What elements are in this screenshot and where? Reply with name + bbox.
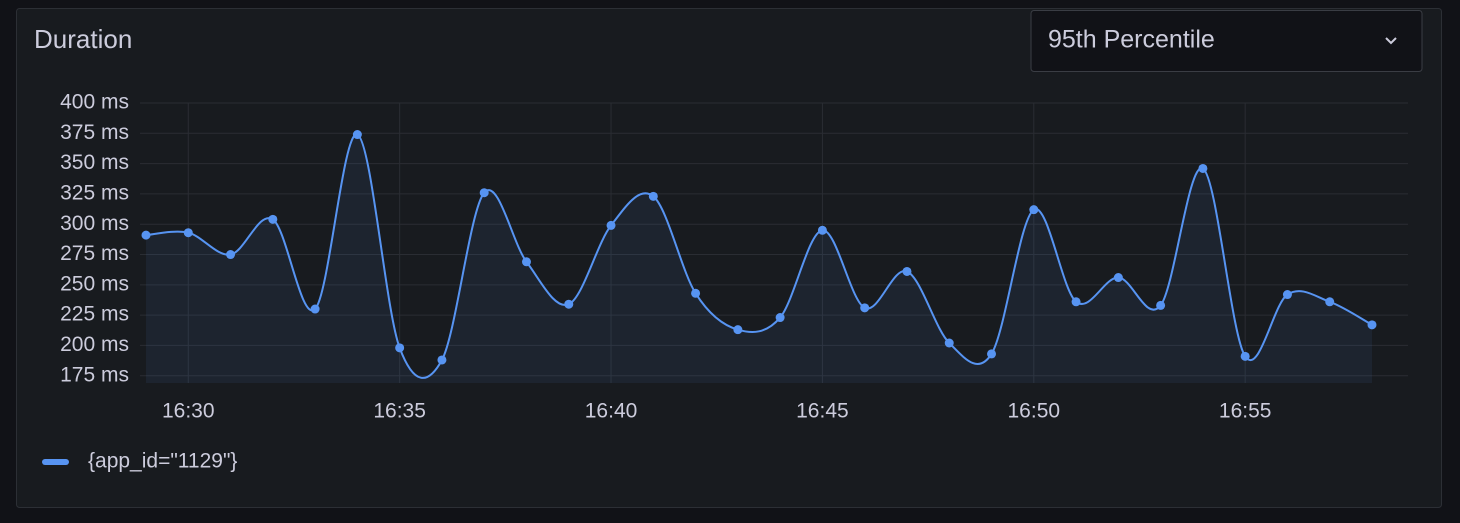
data-point: [268, 214, 278, 224]
y-tick-label: 400 ms: [60, 91, 129, 114]
x-tick-label: 16:40: [585, 400, 638, 423]
data-point: [479, 188, 489, 198]
y-tick-label: 325 ms: [60, 181, 129, 204]
panel-title: Duration: [34, 24, 132, 54]
data-point: [1156, 300, 1166, 310]
data-point: [775, 313, 785, 323]
area-fill: [146, 134, 1372, 383]
y-tick-label: 300 ms: [60, 212, 129, 235]
data-point: [437, 355, 447, 365]
y-tick-label: 250 ms: [60, 272, 129, 295]
legend-swatch: [42, 459, 69, 465]
data-point: [183, 228, 193, 238]
data-point: [902, 266, 912, 276]
y-tick-label: 375 ms: [60, 121, 129, 144]
y-tick-label: 200 ms: [60, 333, 129, 356]
data-point: [648, 191, 658, 201]
data-point: [1282, 290, 1292, 300]
data-point: [987, 349, 997, 359]
data-point: [1029, 205, 1039, 215]
x-tick-label: 16:35: [373, 400, 426, 423]
data-point: [1367, 320, 1377, 330]
data-point: [733, 325, 743, 335]
x-tick-label: 16:30: [162, 400, 215, 423]
data-point: [1071, 297, 1081, 307]
data-point: [310, 304, 320, 314]
data-point: [1325, 297, 1335, 307]
data-point: [226, 250, 236, 260]
dropdown[interactable]: 95th Percentile: [1030, 10, 1423, 72]
x-tick-label: 16:45: [796, 400, 849, 423]
data-point: [564, 299, 574, 309]
data-point: [395, 343, 405, 353]
dropdown-box[interactable]: [1030, 10, 1423, 72]
data-point: [860, 303, 870, 313]
x-tick-label: 16:50: [1008, 400, 1061, 423]
y-tick-label: 275 ms: [60, 242, 129, 265]
data-point: [691, 288, 701, 298]
y-tick-label: 175 ms: [60, 363, 129, 386]
data-point: [141, 230, 151, 240]
data-point: [817, 225, 827, 235]
data-point: [1240, 351, 1250, 361]
data-point: [521, 257, 531, 267]
data-point: [606, 220, 616, 230]
legend-label: {app_id="1129"}: [88, 450, 237, 473]
data-point: [1198, 163, 1208, 173]
plot: 175 ms 200 ms 225 ms 250 ms 275 ms 300 ms 325 …: [42, 91, 1408, 473]
y-tick-label: 225 ms: [60, 303, 129, 326]
y-tick-label: 350 ms: [60, 151, 129, 174]
dropdown-chevron[interactable]: [1385, 37, 1397, 45]
x-tick-label: 16:55: [1219, 400, 1272, 423]
data-point: [944, 338, 954, 348]
dropdown-value[interactable]: 95th Percentile: [1048, 26, 1215, 54]
data-point: [1113, 273, 1123, 283]
data-point: [352, 130, 362, 140]
